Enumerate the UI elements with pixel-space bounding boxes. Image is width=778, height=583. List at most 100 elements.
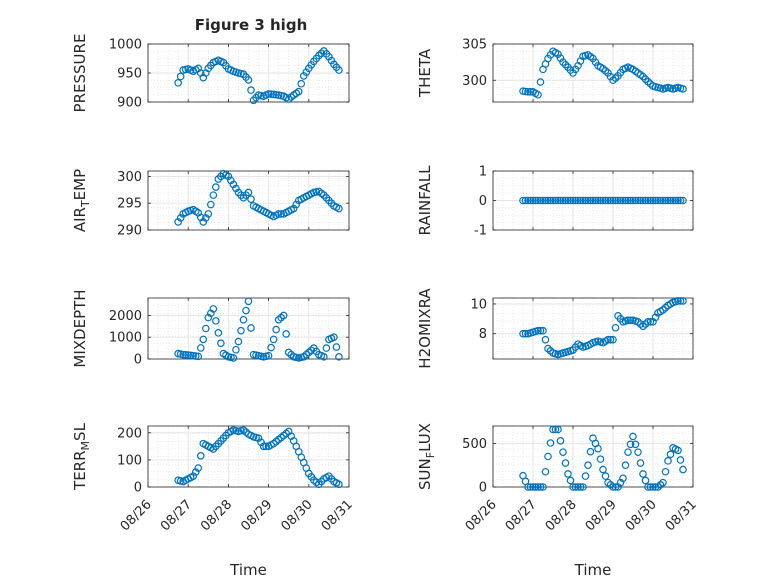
y-tick-label: 305 (462, 38, 487, 53)
data-point (554, 425, 562, 434)
data-point (212, 183, 220, 191)
data-point (536, 196, 545, 205)
data-point (176, 72, 185, 81)
subplot-pressure: 900 950 1000 PRESSURE (71, 34, 350, 112)
x-tick-label: 08/28 (198, 497, 235, 534)
y-tick-label: 1 (479, 165, 487, 180)
axes-frame (492, 425, 694, 488)
data-point (274, 210, 283, 218)
data-point (569, 196, 577, 205)
data-point (529, 483, 537, 491)
axes-frame (492, 297, 694, 360)
data-point (224, 172, 233, 181)
data-point (199, 218, 208, 226)
data-point (679, 465, 687, 474)
x-axis-label: Time (229, 561, 267, 579)
grid (492, 298, 694, 359)
series-mixdepth (174, 297, 343, 362)
data-point (302, 68, 311, 76)
data-point (196, 452, 205, 460)
data-point (247, 86, 255, 94)
data-point (269, 90, 278, 99)
data-point (649, 483, 657, 491)
data-point (262, 442, 270, 451)
y-tick-label: 300 (462, 74, 487, 89)
y-tick-label: 200 (117, 426, 142, 441)
data-point (332, 343, 341, 351)
data-point (549, 425, 557, 434)
series-terr_msl (174, 426, 343, 489)
y-tick-label: 1000 (109, 331, 142, 346)
data-point (671, 196, 680, 205)
data-point (631, 196, 640, 205)
y-tick-label: 290 (117, 224, 142, 239)
data-point (604, 335, 612, 344)
data-point (679, 297, 687, 305)
data-point (214, 329, 223, 337)
data-point (644, 483, 652, 491)
data-point (609, 483, 617, 491)
data-point (242, 306, 250, 315)
data-point (666, 196, 675, 205)
data-point (661, 467, 670, 476)
data-point (244, 76, 253, 84)
data-point (639, 196, 647, 205)
data-point (571, 483, 580, 491)
figure-title: Figure 3 high (195, 16, 308, 34)
x-tick-label: 08/30 (279, 497, 316, 534)
y-axis-label: H2OMIXRA (416, 288, 434, 369)
data-point (611, 196, 620, 205)
data-point (272, 325, 280, 334)
data-point (554, 50, 562, 58)
data-point (229, 354, 238, 362)
data-point (244, 188, 253, 197)
data-point (531, 483, 540, 491)
data-point (174, 79, 182, 87)
axes-frame (492, 43, 694, 103)
data-point (661, 196, 670, 205)
data-point (289, 204, 298, 213)
data-point (649, 196, 657, 205)
data-point (674, 196, 682, 205)
data-point (194, 352, 203, 361)
data-point (299, 72, 308, 80)
data-point (531, 196, 540, 205)
data-point (676, 196, 685, 205)
data-point (212, 317, 220, 325)
data-point (196, 344, 205, 352)
subplot-sun_flux: 0 500 08/26 08/27 08/28 08/29 08/30 08/31 Time SU… (416, 423, 700, 579)
data-point (561, 459, 570, 467)
data-point (624, 316, 632, 325)
data-point (659, 478, 667, 487)
subplot-mixdepth: 0 1000 2000 MIXDEPTH (71, 289, 350, 368)
data-point (654, 196, 662, 205)
data-point (669, 196, 677, 205)
data-point (181, 351, 190, 359)
data-point (556, 54, 565, 62)
data-point (297, 79, 306, 88)
series-pressure (174, 47, 343, 105)
data-point (601, 196, 610, 205)
data-point (609, 335, 617, 344)
data-point (606, 196, 615, 205)
data-point (636, 459, 645, 467)
y-axis-label: RAINFALL (416, 165, 434, 236)
data-point (551, 196, 560, 205)
data-point (616, 196, 625, 205)
data-point (539, 326, 547, 335)
x-tick-label: 08/30 (623, 497, 660, 534)
data-point (207, 200, 215, 209)
data-point (646, 318, 655, 326)
y-tick-label: 500 (462, 437, 487, 452)
data-point (651, 196, 660, 205)
data-point (574, 483, 582, 491)
data-point (666, 450, 675, 459)
series-h2omixra (519, 297, 687, 359)
data-point (559, 58, 567, 66)
data-point (644, 196, 652, 205)
data-point (674, 297, 682, 305)
data-point (264, 90, 273, 98)
data-point (611, 323, 620, 332)
